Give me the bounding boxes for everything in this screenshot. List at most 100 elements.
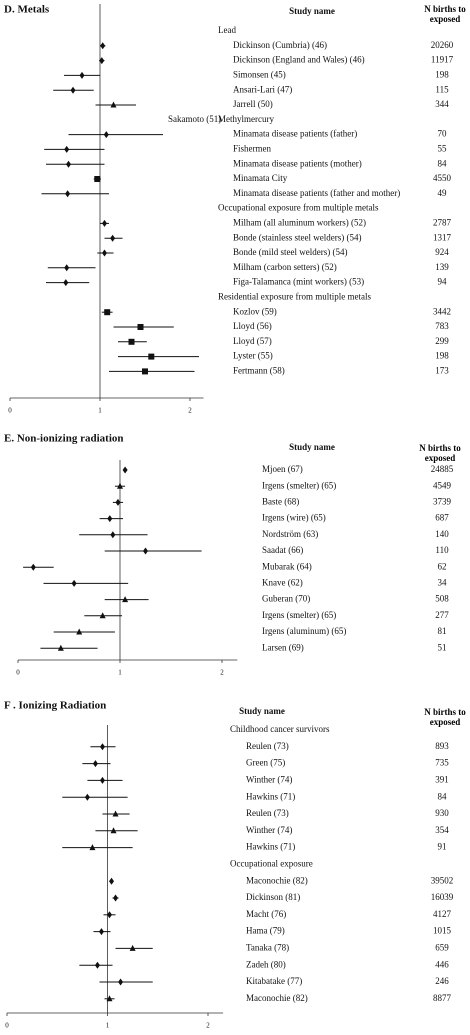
x-tick-label: 2 <box>220 669 224 677</box>
n-value: 4550 <box>433 173 452 183</box>
point-estimate <box>107 515 113 523</box>
n-value: 55 <box>438 143 448 153</box>
x-tick-label: 0 <box>8 407 12 415</box>
x-tick-label: 2 <box>188 407 192 415</box>
study-label: Irgens (aluminum) (65) <box>262 626 346 636</box>
study-label: Macht (76) <box>246 909 286 919</box>
point-estimate <box>142 368 148 375</box>
n-value: 1317 <box>433 232 452 242</box>
n-value: 198 <box>435 351 449 361</box>
group-label: Childhood cancer survivors <box>230 724 330 734</box>
point-estimate <box>99 612 106 619</box>
point-estimate <box>109 877 115 885</box>
n-value: 139 <box>435 262 449 272</box>
study-label: Saadat (66) <box>262 545 303 555</box>
point-estimate <box>64 145 70 153</box>
point-estimate <box>112 810 119 817</box>
study-label: Winther (74) <box>246 825 292 835</box>
point-estimate <box>110 101 117 108</box>
study-label: Lloyd (57) <box>233 336 272 346</box>
n-value: 277 <box>435 610 449 620</box>
point-estimate <box>102 219 107 227</box>
point-estimate <box>106 995 113 1002</box>
x-tick-label: 1 <box>98 407 102 415</box>
n-value: 893 <box>435 741 449 751</box>
study-label: Bonde (stainless steel welders) (54) <box>233 232 361 242</box>
point-estimate <box>122 596 129 603</box>
study-label: Fishermen <box>233 143 271 153</box>
point-estimate <box>137 324 144 330</box>
study-label: Maconochie (82) <box>246 875 308 885</box>
n-value: 354 <box>435 825 449 835</box>
study-label: Knave (62) <box>262 577 303 587</box>
n-value: 198 <box>435 69 449 79</box>
study-label: Tanaka (78) <box>246 942 289 952</box>
column-header: N births to exposed <box>424 4 466 24</box>
point-estimate <box>115 498 121 506</box>
point-estimate <box>117 482 123 489</box>
point-estimate <box>57 644 64 651</box>
n-value: 8877 <box>433 993 452 1003</box>
study-label: Mjoen (67) <box>262 464 303 474</box>
n-value: 173 <box>435 365 449 375</box>
n-value: 930 <box>435 808 449 818</box>
n-value: 84 <box>438 158 448 168</box>
point-estimate <box>94 176 101 182</box>
point-estimate <box>99 57 105 65</box>
n-value: 94 <box>438 277 448 287</box>
group-label: Methylmercury <box>218 114 274 124</box>
x-tick-label: 1 <box>106 1022 110 1030</box>
point-estimate <box>84 793 90 801</box>
study-label: Ansari-Lari (47) <box>233 84 292 94</box>
point-estimate <box>110 827 117 834</box>
study-label: Minamata City <box>233 173 288 183</box>
point-estimate <box>118 978 124 986</box>
n-value: 2787 <box>433 217 452 227</box>
point-estimate <box>143 547 148 555</box>
n-value: 49 <box>438 188 448 198</box>
n-value: 91 <box>438 842 447 852</box>
point-estimate <box>70 86 76 94</box>
study-label: Kozlov (59) <box>233 306 277 316</box>
study-label: Hawkins (71) <box>246 842 295 852</box>
n-value: 687 <box>435 513 449 523</box>
n-value: 1015 <box>433 926 452 936</box>
x-tick-label: 0 <box>16 669 20 677</box>
study-label: Nordström (63) <box>262 529 318 539</box>
n-value: 735 <box>435 758 449 768</box>
study-label: Zadeh (80) <box>246 959 286 969</box>
n-value: 62 <box>438 561 447 571</box>
study-label: Lloyd (56) <box>233 321 272 331</box>
point-estimate <box>110 234 116 242</box>
n-value: 4127 <box>433 909 452 919</box>
n-value: 140 <box>435 529 449 539</box>
study-label: Irgens (wire) (65) <box>262 513 326 523</box>
column-header: N births to exposed <box>424 707 466 727</box>
study-label: Minamata disease patients (father) <box>233 129 357 139</box>
n-value: 3442 <box>433 306 451 316</box>
group-label: Lead <box>218 25 236 35</box>
study-label: Dickinson (England and Wales) (46) <box>233 55 365 65</box>
panel-title: E. Non-ionizing radiation <box>4 433 124 445</box>
panel-title: F . Ionizing Radiation <box>4 700 106 712</box>
point-estimate <box>110 531 116 539</box>
point-estimate <box>89 844 96 851</box>
study-label: Figa-Talamanca (mint workers) (53) <box>233 277 364 287</box>
study-label: Kitabatake (77) <box>246 976 302 986</box>
n-value: 299 <box>435 336 449 346</box>
study-label: Bonde (mild steel welders) (54) <box>233 247 347 257</box>
study-label: Irgens (smelter) (65) <box>262 480 336 490</box>
n-value: 115 <box>435 84 449 94</box>
point-estimate <box>79 71 85 79</box>
x-tick-label: 1 <box>118 669 122 677</box>
n-value: 24885 <box>431 464 454 474</box>
group-label: Residential exposure from multiple metal… <box>218 291 371 301</box>
study-label: Minamata disease patients (father and mo… <box>233 188 400 198</box>
point-estimate <box>65 190 71 198</box>
point-estimate <box>99 776 105 784</box>
study-label: Reulen (73) <box>246 808 289 818</box>
point-estimate <box>92 760 98 768</box>
group-note: Sakamoto (51) <box>168 114 221 124</box>
